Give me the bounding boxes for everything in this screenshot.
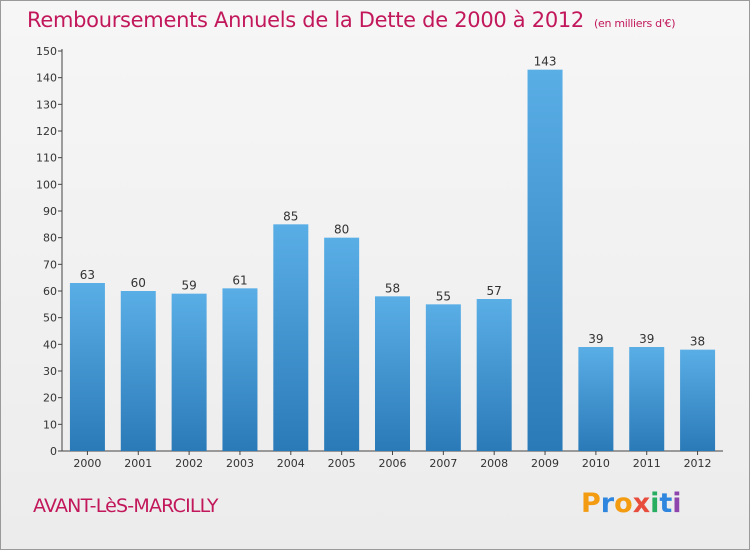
x-tick-label-2001: 2001	[124, 457, 152, 470]
data-label-2005: 80	[334, 223, 349, 237]
data-label-2009: 143	[534, 55, 557, 69]
data-label-2006: 58	[385, 281, 400, 295]
y-tick-label: 50	[43, 312, 57, 325]
y-tick-label: 130	[36, 98, 57, 111]
bar-2006	[375, 296, 410, 451]
y-tick-label: 90	[43, 205, 57, 218]
y-tick-label: 110	[36, 152, 57, 165]
chart-unit-note: (en milliers d'€)	[594, 17, 676, 30]
y-tick-label: 80	[43, 232, 57, 245]
y-tick-label: 140	[36, 72, 57, 85]
y-tick-label: 30	[43, 365, 57, 378]
logo-letter: P	[581, 488, 601, 519]
x-tick-label-2010: 2010	[582, 457, 610, 470]
bar-2005	[324, 237, 360, 451]
y-tick-label: 100	[36, 178, 57, 191]
bar-2004	[273, 224, 309, 451]
x-tick-label-2008: 2008	[480, 457, 508, 470]
bar-2002	[171, 293, 207, 451]
logo-letter: i	[672, 488, 682, 519]
bars-group	[69, 69, 716, 452]
data-labels-group: 63 60 59 61 85 80 58 55 57 143 39 39 38	[80, 55, 705, 349]
data-label-2004: 85	[283, 209, 298, 223]
x-tick-label-2006: 2006	[379, 457, 407, 470]
data-label-2001: 60	[131, 276, 146, 290]
logo-letter: x	[632, 488, 651, 519]
bar-2007	[425, 304, 461, 451]
town-name: AVANT-LèS-MARCILLY	[33, 495, 219, 517]
data-label-2003: 61	[232, 273, 247, 287]
data-label-2010: 39	[588, 332, 603, 346]
x-tick-label-2009: 2009	[531, 457, 559, 470]
x-axis: 2000 2001 2002 2003 2004 2005 2006 2007 2008 2009…	[62, 450, 723, 470]
y-tick-label: 0	[50, 445, 57, 458]
y-axis: 0 10 20 30 40 50 60 70 80 90 100 110 120 130 140 150	[36, 45, 63, 458]
chart-title: Remboursements Annuels de la Dette de 20…	[27, 8, 675, 32]
logo-letter: i	[650, 488, 660, 519]
y-tick-label: 120	[36, 125, 57, 138]
y-tick-label: 20	[43, 392, 57, 405]
y-tick-label: 60	[43, 285, 57, 298]
y-tick-label: 40	[43, 338, 57, 351]
bar-2003	[222, 288, 258, 451]
bar-2000	[69, 283, 105, 451]
bar-2012	[680, 349, 716, 451]
data-label-2011: 39	[639, 332, 654, 346]
x-tick-label-2004: 2004	[277, 457, 305, 470]
logo-letter: r	[600, 488, 615, 519]
proxiti-logo: Proxiti	[581, 488, 682, 519]
bar-2009	[527, 69, 563, 452]
x-tick-label-2003: 2003	[226, 457, 254, 470]
bar-2010	[578, 347, 614, 451]
data-label-2008: 57	[487, 284, 502, 298]
bar-2001	[120, 291, 156, 451]
logo-letter: t	[659, 488, 673, 519]
x-tick-label-2011: 2011	[633, 457, 661, 470]
bar-2011	[629, 347, 665, 451]
data-label-2012: 38	[690, 335, 705, 349]
bar-2008	[476, 299, 512, 451]
data-label-2002: 59	[181, 279, 196, 293]
x-tick-label-2000: 2000	[73, 457, 101, 470]
y-tick-label: 10	[43, 418, 57, 431]
logo-letter: o	[614, 488, 633, 519]
x-tick-label-2007: 2007	[429, 457, 457, 470]
chart-title-text: Remboursements Annuels de la Dette de 20…	[27, 8, 584, 32]
data-label-2000: 63	[80, 268, 95, 282]
x-tick-label-2002: 2002	[175, 457, 203, 470]
data-label-2007: 55	[436, 289, 451, 303]
y-tick-label: 70	[43, 258, 57, 271]
x-tick-label-2005: 2005	[328, 457, 356, 470]
y-tick-label: 150	[36, 45, 57, 58]
x-tick-label-2012: 2012	[684, 457, 712, 470]
